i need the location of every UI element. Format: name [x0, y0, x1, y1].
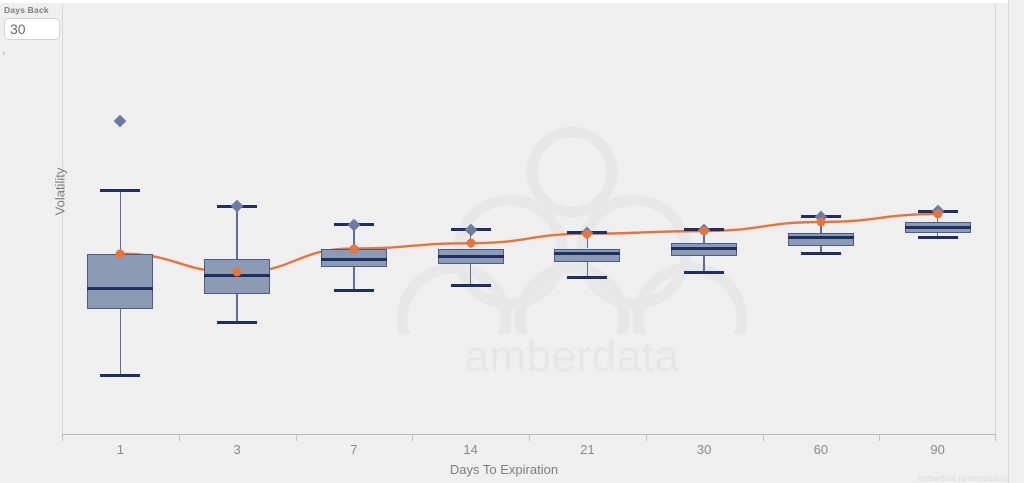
whisker-upper [353, 224, 355, 249]
x-axis-tick-mark [529, 434, 530, 441]
days-back-control: Days Back [4, 5, 62, 40]
whisker-cap-lower [917, 236, 958, 240]
days-back-label: Days Back [4, 5, 49, 15]
x-axis-tick-mark [995, 434, 996, 441]
whisker-upper [236, 206, 238, 260]
whisker-upper [119, 190, 122, 254]
mean-marker[interactable] [466, 238, 476, 248]
x-axis-tick-label: 7 [350, 442, 358, 457]
outlier-marker[interactable] [464, 223, 477, 237]
expand-panel-icon[interactable]: › [2, 48, 6, 59]
outlier-marker[interactable] [347, 218, 361, 232]
mean-marker[interactable] [582, 229, 592, 239]
x-axis-tick-mark [762, 434, 764, 441]
whisker-cap-lower [100, 374, 141, 378]
box-iqr [87, 253, 154, 310]
whisker-cap-lower [450, 284, 491, 288]
x-axis-tick-label: 14 [463, 442, 478, 457]
mean-marker[interactable] [933, 209, 943, 219]
x-axis-tick-mark [412, 434, 414, 441]
mean-marker[interactable] [699, 226, 709, 236]
whisker-cap-lower [333, 289, 374, 293]
whisker-lower [236, 293, 238, 323]
x-axis-tick-label: 3 [233, 442, 241, 457]
x-axis-tick-mark [295, 434, 297, 441]
median-line [904, 225, 971, 229]
whisker-lower [820, 245, 822, 254]
x-axis-tick-mark [645, 434, 647, 441]
right-gutter [1008, 0, 1024, 483]
whisker-lower [703, 256, 705, 273]
whisker-lower [936, 232, 939, 238]
y-axis-title: Volatility [52, 167, 68, 216]
whisker-upper [586, 232, 589, 249]
mean-trend-line [120, 212, 938, 274]
median-line [437, 254, 504, 258]
whisker-cap-lower [800, 252, 841, 256]
median-line [87, 286, 154, 290]
whisker-cap-lower [567, 276, 608, 280]
x-axis-tick-label: 30 [696, 442, 712, 457]
whisker-lower [586, 261, 589, 278]
mean-marker[interactable] [232, 267, 242, 277]
watermark-text: amberdata [464, 332, 680, 381]
top-strip [0, 0, 1024, 3]
whisker-lower [469, 264, 472, 286]
whisker-upper [703, 229, 705, 244]
whisker-cap-lower [684, 270, 725, 274]
x-axis-tick-mark [879, 434, 881, 441]
x-axis-tick-label: 60 [813, 442, 829, 457]
whisker-cap-lower [217, 321, 258, 325]
x-axis-tick-mark [178, 434, 180, 441]
whisker-lower [353, 267, 355, 291]
median-line [787, 236, 854, 240]
x-axis-title: Days To Expiration [449, 462, 559, 477]
mean-marker[interactable] [816, 217, 826, 227]
x-axis-tick-mark [62, 434, 63, 441]
outlier-marker[interactable] [114, 114, 127, 128]
x-axis-tick-label: 21 [580, 442, 595, 457]
days-back-input[interactable] [4, 18, 60, 40]
median-line [554, 252, 621, 256]
whisker-lower [119, 309, 122, 376]
median-line [671, 247, 738, 250]
x-axis-tick-label: 1 [116, 442, 124, 457]
mean-marker[interactable] [115, 249, 125, 259]
boxplot-canvas: amberdata Volatility 010203040506070 [52, 4, 996, 434]
plot-frame [62, 4, 996, 434]
median-line [320, 257, 387, 261]
outlier-marker[interactable] [230, 199, 244, 213]
x-axis-tick-label: 90 [930, 442, 945, 457]
credit-text: Amberdata (amberdata.io) [916, 474, 1010, 483]
whisker-cap-upper [100, 188, 141, 192]
mean-marker[interactable] [349, 244, 359, 253]
